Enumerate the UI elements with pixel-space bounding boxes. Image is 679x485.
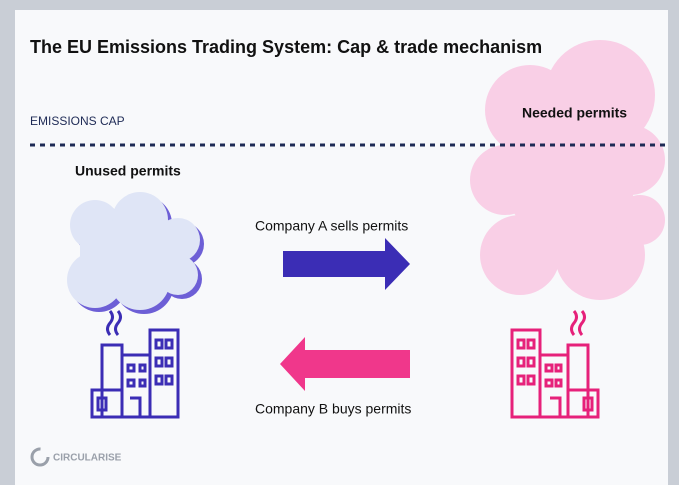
needed-label: Needed permits (522, 105, 627, 121)
cap-label: EMISSIONS CAP (30, 114, 125, 128)
needed-cloud (470, 40, 665, 300)
infographic: The EU Emissions Trading System: Cap & t… (0, 0, 679, 485)
buy-label: Company B buys permits (255, 401, 411, 417)
unused-label: Unused permits (75, 163, 181, 179)
page: The EU Emissions Trading System: Cap & t… (0, 0, 679, 485)
sell-label: Company A sells permits (255, 218, 408, 234)
logo-text: CIRCULARISE (53, 453, 122, 464)
title: The EU Emissions Trading System: Cap & t… (30, 37, 542, 57)
